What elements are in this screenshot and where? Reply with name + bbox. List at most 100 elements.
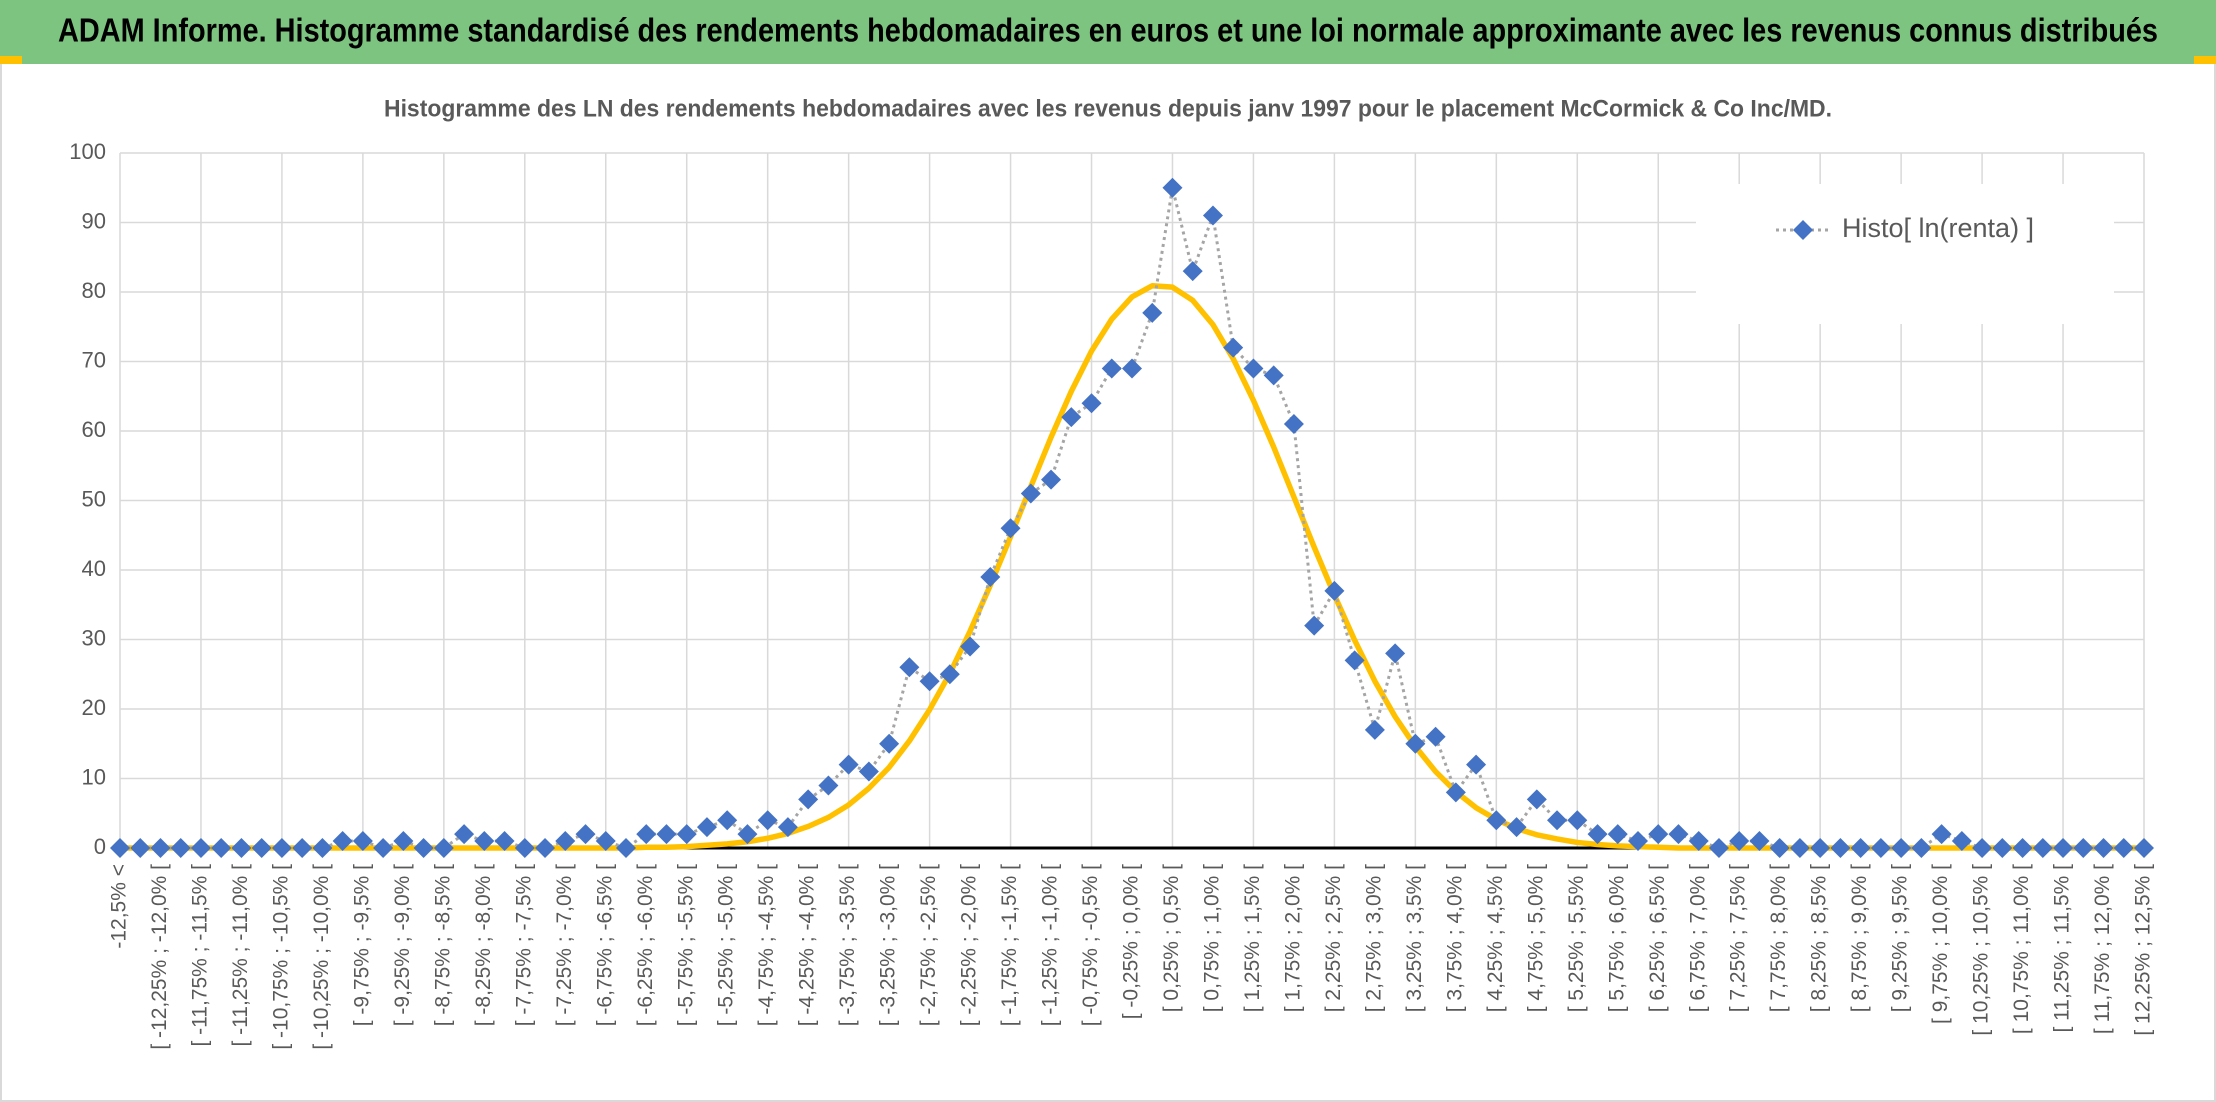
x-tick-label: [ -9,75% ; -9,5% [ xyxy=(350,864,373,1026)
x-tick-label: [ -3,25% ; -3,0% [ xyxy=(877,864,900,1026)
data-point xyxy=(2012,838,2033,858)
x-tick-label: [ 11,25% ; 11,5% [ xyxy=(2051,864,2074,1033)
x-tick-label: [ -0,75% ; -0,5% [ xyxy=(1079,864,1102,1026)
y-tick-label: 60 xyxy=(82,417,106,442)
data-point xyxy=(1810,838,1831,858)
data-point xyxy=(1951,831,1972,852)
data-point xyxy=(1628,831,1648,852)
data-point xyxy=(656,824,677,845)
data-point xyxy=(1972,838,1993,858)
data-point xyxy=(2093,838,2114,858)
data-point xyxy=(1020,483,1041,504)
legend-box xyxy=(1696,184,2114,324)
data-point xyxy=(1931,824,1952,845)
data-point xyxy=(393,831,414,852)
data-point xyxy=(1789,838,1810,858)
y-tick-label: 10 xyxy=(82,764,106,789)
x-tick-label: [ -10,25% ; -10,0% [ xyxy=(310,864,333,1050)
x-tick-label: [ 4,75% ; 5,0% [ xyxy=(1524,864,1547,1012)
y-tick-label: 100 xyxy=(69,139,106,164)
x-tick-label: [ -5,75% ; -5,5% [ xyxy=(674,864,697,1026)
data-point xyxy=(1769,838,1790,858)
data-point xyxy=(1344,650,1365,671)
x-tick-label: [ -8,75% ; -8,5% [ xyxy=(431,864,454,1026)
y-tick-label: 30 xyxy=(82,625,106,650)
x-tick-label: [ 1,25% ; 1,5% [ xyxy=(1241,864,1264,1012)
data-point xyxy=(595,831,616,852)
data-point xyxy=(838,754,859,775)
corner xyxy=(0,56,22,64)
data-point xyxy=(454,824,475,845)
x-tick-label: [ 3,75% ; 4,0% [ xyxy=(1443,864,1466,1012)
data-point xyxy=(1708,838,1729,858)
data-point xyxy=(879,733,900,754)
data-point xyxy=(696,817,717,838)
data-point xyxy=(373,838,394,858)
x-tick-label: [ 10,75% ; 11,0% [ xyxy=(2010,864,2033,1034)
data-point xyxy=(1749,831,1770,852)
data-point xyxy=(1405,733,1426,754)
data-point xyxy=(1486,810,1507,831)
y-tick-label: 0 xyxy=(94,834,106,859)
data-point xyxy=(1587,824,1608,845)
data-point xyxy=(433,838,454,858)
data-point xyxy=(190,838,211,858)
x-tick-label: [ -7,75% ; -7,5% [ xyxy=(512,864,535,1026)
x-tick-label: [ 7,25% ; 7,5% [ xyxy=(1727,864,1750,1012)
data-point xyxy=(798,789,819,810)
data-point xyxy=(2073,838,2094,858)
y-tick-label: 70 xyxy=(82,347,106,372)
x-tick-label: [ 5,75% ; 6,0% [ xyxy=(1605,864,1628,1012)
data-point xyxy=(2053,838,2074,858)
data-point xyxy=(292,838,313,858)
data-point xyxy=(899,657,920,678)
data-point xyxy=(1911,838,1932,858)
data-point xyxy=(1364,719,1385,740)
data-point xyxy=(1324,580,1345,601)
x-tick-label: [ 0,75% ; 1,0% [ xyxy=(1201,864,1224,1012)
data-point xyxy=(1688,831,1709,852)
header-title: ADAM Informe. Histogramme standardisé de… xyxy=(58,12,2158,49)
data-point xyxy=(1081,393,1102,414)
data-point xyxy=(818,775,839,796)
data-point xyxy=(2134,838,2154,858)
x-tick-label: [ -4,25% ; -4,0% [ xyxy=(796,864,819,1026)
x-tick-label: [ -5,25% ; -5,0% [ xyxy=(715,864,738,1026)
data-point xyxy=(1223,337,1244,358)
y-tick-label: 50 xyxy=(82,486,106,511)
x-tick-label: [ 2,75% ; 3,0% [ xyxy=(1362,864,1385,1012)
data-point xyxy=(1162,177,1183,198)
y-tick-label: 20 xyxy=(82,695,106,720)
data-point xyxy=(737,824,758,845)
data-point xyxy=(1041,469,1062,490)
data-point xyxy=(676,824,697,845)
data-point xyxy=(1425,726,1446,747)
x-tick-label: [ -1,25% ; -1,0% [ xyxy=(1039,864,1062,1026)
x-tick-label: [ -9,25% ; -9,0% [ xyxy=(391,864,414,1026)
data-point xyxy=(271,838,292,858)
x-tick-label: [ 3,25% ; 3,5% [ xyxy=(1403,864,1426,1012)
corner xyxy=(2194,56,2216,64)
data-point xyxy=(858,761,879,782)
data-point xyxy=(1061,407,1082,428)
x-tick-label: -12,5% < xyxy=(108,864,131,949)
x-tick-label: [ -4,75% ; -4,5% [ xyxy=(755,864,778,1026)
data-point xyxy=(1526,789,1547,810)
data-point xyxy=(1668,824,1689,845)
x-tick-label: [ -10,75% ; -10,5% [ xyxy=(269,864,292,1050)
data-point xyxy=(2032,838,2053,858)
data-point xyxy=(777,817,798,838)
x-tick-label: [ -8,25% ; -8,0% [ xyxy=(472,864,495,1026)
data-point xyxy=(1830,838,1851,858)
data-point xyxy=(1101,358,1122,379)
legend-marker xyxy=(1793,220,1813,240)
data-point xyxy=(616,838,636,858)
data-point xyxy=(211,838,232,858)
data-point xyxy=(1607,824,1628,845)
data-point xyxy=(1122,358,1142,379)
data-point xyxy=(1283,414,1304,435)
data-point xyxy=(575,824,596,845)
chart-title: Histogramme des LN des rendements hebdom… xyxy=(384,95,1832,122)
